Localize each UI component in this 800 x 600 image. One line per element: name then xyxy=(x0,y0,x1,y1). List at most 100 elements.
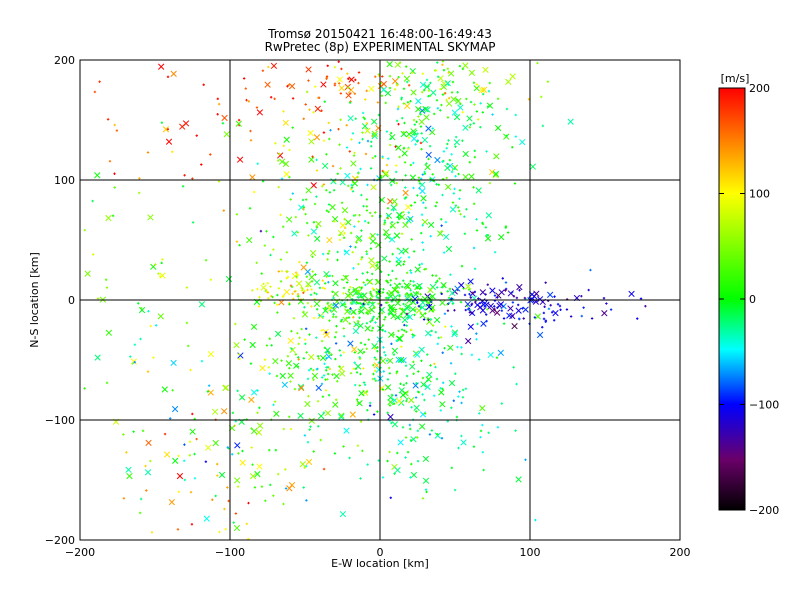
data-point-cross xyxy=(329,204,336,211)
data-point-dot xyxy=(441,387,444,391)
data-point-cross xyxy=(422,455,430,463)
data-point-dot xyxy=(354,323,358,326)
data-point-dot xyxy=(169,417,172,420)
data-point-dot xyxy=(374,379,378,382)
data-point-dot xyxy=(310,288,313,291)
data-point-dot xyxy=(434,281,438,284)
data-point-dot xyxy=(113,123,116,127)
data-point-dot xyxy=(391,252,394,256)
data-point-dot xyxy=(272,235,275,239)
data-point-dot xyxy=(349,301,353,305)
data-point-cross xyxy=(212,439,219,447)
data-point-cross xyxy=(345,92,352,99)
data-point-cross xyxy=(391,286,399,294)
data-point-dot xyxy=(401,116,404,120)
data-point-dot xyxy=(446,309,450,312)
data-point-dot xyxy=(406,101,410,104)
data-point-dot xyxy=(390,342,393,346)
data-point-dot xyxy=(487,89,491,93)
data-point-dot xyxy=(453,488,457,492)
data-point-dot xyxy=(423,398,426,402)
data-point-cross xyxy=(350,308,357,316)
data-point-dot xyxy=(461,388,465,392)
data-point-cross xyxy=(509,312,516,320)
data-point-cross xyxy=(339,179,346,186)
data-point-dot xyxy=(326,64,329,68)
data-point-cross xyxy=(273,410,280,417)
data-point-cross xyxy=(272,357,279,365)
data-point-cross xyxy=(403,102,411,110)
data-point-cross xyxy=(305,281,312,288)
data-point-dot xyxy=(256,411,259,414)
data-point-dot xyxy=(382,346,385,349)
data-point-dot xyxy=(429,334,432,337)
data-point-dot xyxy=(381,75,384,78)
data-point-dot xyxy=(450,91,454,94)
data-point-dot xyxy=(359,167,362,171)
data-point-dot xyxy=(505,134,508,137)
data-point-cross xyxy=(497,301,505,308)
data-point-dot xyxy=(149,324,152,328)
data-point-dot xyxy=(303,466,306,469)
data-point-dot xyxy=(421,241,424,244)
data-point-dot xyxy=(406,80,409,84)
data-point-dot xyxy=(389,279,392,282)
data-point-dot xyxy=(393,472,396,475)
data-point-dot xyxy=(336,250,339,254)
data-point-cross xyxy=(381,255,388,262)
data-point-dot xyxy=(580,314,583,318)
data-point-dot xyxy=(361,131,364,134)
data-point-dot xyxy=(393,286,397,290)
data-point-dot xyxy=(422,201,425,204)
data-point-cross xyxy=(391,198,398,205)
data-point-dot xyxy=(288,175,291,179)
data-point-dot xyxy=(384,330,387,333)
data-point-dot xyxy=(298,336,301,339)
data-point-dot xyxy=(481,111,485,114)
data-point-cross xyxy=(314,105,321,112)
data-point-dot xyxy=(372,315,375,318)
data-point-cross xyxy=(249,341,256,349)
data-point-dot xyxy=(426,317,430,320)
data-point-dot xyxy=(200,163,203,166)
data-point-dot xyxy=(512,295,516,298)
data-point-dot xyxy=(369,167,373,170)
data-point-cross xyxy=(308,138,315,145)
data-point-dot xyxy=(404,174,407,177)
data-point-dot xyxy=(401,333,405,337)
data-point-dot xyxy=(408,423,412,427)
data-point-dot xyxy=(421,173,424,176)
data-point-dot xyxy=(412,280,415,283)
data-point-dot xyxy=(395,370,399,373)
data-point-dot xyxy=(371,317,374,320)
data-point-cross xyxy=(298,384,305,392)
data-point-dot xyxy=(237,452,240,455)
data-point-dot xyxy=(285,251,289,254)
data-point-dot xyxy=(273,400,277,403)
y-tick-label: 200 xyxy=(54,54,75,67)
data-point-dot xyxy=(275,374,279,378)
data-point-dot xyxy=(166,128,170,131)
data-point-dot xyxy=(125,451,128,454)
data-point-dot xyxy=(326,252,330,255)
data-point-dot xyxy=(515,296,519,300)
data-point-dot xyxy=(193,452,196,456)
data-point-dot xyxy=(404,436,408,439)
data-point-dot xyxy=(160,121,164,124)
data-point-dot xyxy=(513,182,517,185)
data-point-dot xyxy=(237,118,241,122)
data-point-cross xyxy=(479,298,486,305)
data-point-dot xyxy=(589,268,592,272)
data-point-dot xyxy=(272,403,275,407)
data-point-dot xyxy=(473,103,476,106)
data-point-dot xyxy=(189,490,193,494)
data-point-dot xyxy=(371,214,374,218)
data-point-cross xyxy=(404,283,412,290)
data-point-dot xyxy=(386,459,389,463)
data-point-dot xyxy=(460,264,464,268)
data-point-cross xyxy=(248,396,255,403)
data-point-dot xyxy=(368,404,372,407)
data-point-dot xyxy=(481,423,484,427)
data-point-dot xyxy=(276,311,279,314)
data-point-dot xyxy=(383,221,387,224)
